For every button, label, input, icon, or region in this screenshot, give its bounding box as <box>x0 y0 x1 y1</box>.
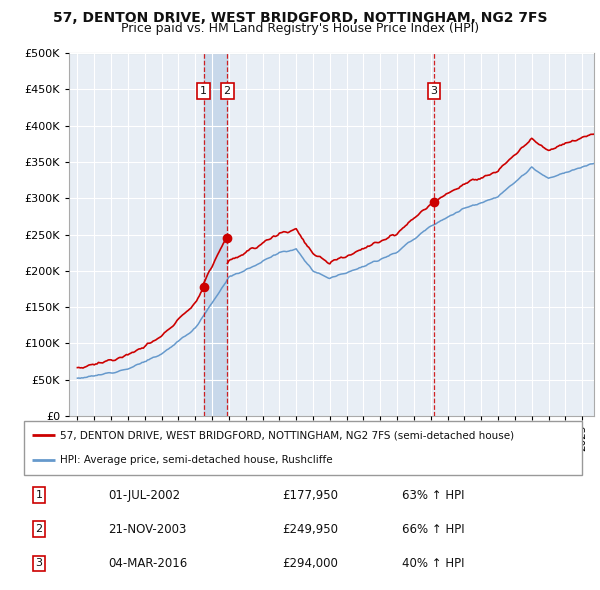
Text: 21-NOV-2003: 21-NOV-2003 <box>108 523 187 536</box>
Text: 3: 3 <box>35 559 43 568</box>
Text: 2: 2 <box>224 86 231 96</box>
Text: £249,950: £249,950 <box>282 523 338 536</box>
Bar <box>203 53 227 416</box>
Text: Price paid vs. HM Land Registry's House Price Index (HPI): Price paid vs. HM Land Registry's House … <box>121 22 479 35</box>
Text: 57, DENTON DRIVE, WEST BRIDGFORD, NOTTINGHAM, NG2 7FS (semi-detached house): 57, DENTON DRIVE, WEST BRIDGFORD, NOTTIN… <box>60 430 514 440</box>
Text: 01-JUL-2002: 01-JUL-2002 <box>108 489 180 502</box>
Text: 1: 1 <box>35 490 43 500</box>
Text: 63% ↑ HPI: 63% ↑ HPI <box>402 489 464 502</box>
Text: HPI: Average price, semi-detached house, Rushcliffe: HPI: Average price, semi-detached house,… <box>60 455 333 466</box>
Text: £177,950: £177,950 <box>282 489 338 502</box>
Text: 66% ↑ HPI: 66% ↑ HPI <box>402 523 464 536</box>
Text: 40% ↑ HPI: 40% ↑ HPI <box>402 557 464 570</box>
Text: 1: 1 <box>200 86 207 96</box>
Text: 2: 2 <box>35 525 43 534</box>
Text: 3: 3 <box>431 86 437 96</box>
Text: £294,000: £294,000 <box>282 557 338 570</box>
Text: 57, DENTON DRIVE, WEST BRIDGFORD, NOTTINGHAM, NG2 7FS: 57, DENTON DRIVE, WEST BRIDGFORD, NOTTIN… <box>53 11 547 25</box>
Text: 04-MAR-2016: 04-MAR-2016 <box>108 557 187 570</box>
